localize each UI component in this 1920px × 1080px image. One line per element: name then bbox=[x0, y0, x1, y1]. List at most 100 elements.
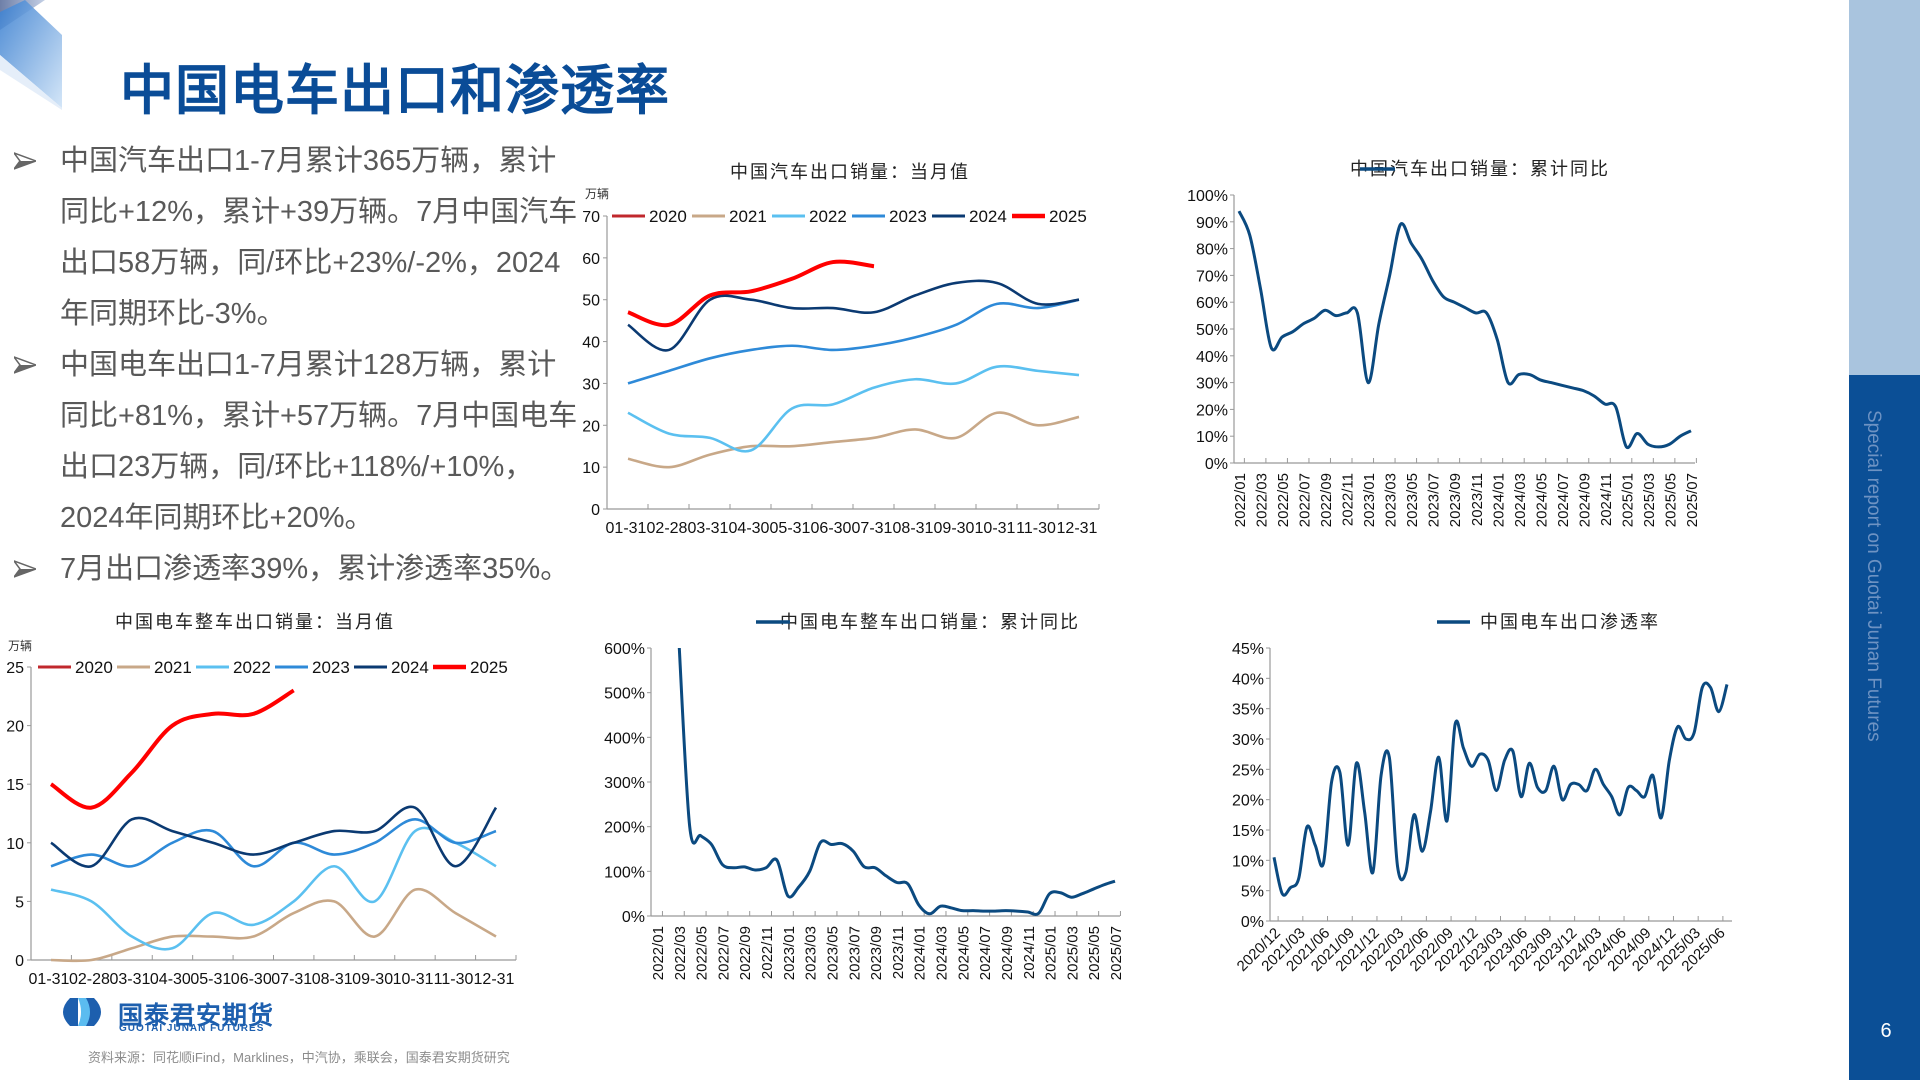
y-tick-label: 5 bbox=[15, 894, 24, 911]
x-tick-label: 2024/07 bbox=[977, 926, 994, 980]
series-line-2022 bbox=[627, 364, 1080, 453]
x-tick-label: 07-31 bbox=[271, 971, 312, 988]
x-tick-label: 2022/05 bbox=[1275, 473, 1292, 527]
chart-title: 中国电车整车出口销量：累计同比 bbox=[780, 612, 1080, 633]
legend-label-2024: 2024 bbox=[969, 207, 1007, 226]
legend-label-2023: 2023 bbox=[889, 207, 927, 226]
y-tick-label: 45% bbox=[1232, 641, 1264, 658]
x-tick-label: 2025/03 bbox=[1064, 926, 1081, 980]
legend-label-2021: 2021 bbox=[154, 658, 192, 677]
x-tick-label: 2022/07 bbox=[1297, 473, 1314, 527]
y-tick-label: 100% bbox=[1187, 188, 1228, 205]
series-line bbox=[1272, 681, 1729, 897]
x-tick-label: 02-28 bbox=[647, 520, 688, 537]
x-tick-label: 2025/01 bbox=[1043, 926, 1060, 980]
sidebar-band-top bbox=[1849, 0, 1920, 375]
x-tick-label: 08-31 bbox=[312, 971, 353, 988]
legend-label-2025: 2025 bbox=[470, 658, 508, 677]
x-tick-label: 2025/07 bbox=[1108, 926, 1125, 980]
y-tick-label: 10% bbox=[1232, 853, 1264, 870]
series-line-2025 bbox=[49, 688, 295, 810]
bullet-item: 7月出口渗透率39%，累计渗透率35%。 bbox=[14, 544, 584, 595]
x-tick-label: 2023/03 bbox=[803, 926, 820, 980]
logo-text-cn: 国泰君安期货 bbox=[118, 1001, 275, 1030]
x-tick-label: 02-28 bbox=[69, 971, 110, 988]
x-tick-label: 2022/11 bbox=[1340, 473, 1357, 526]
y-tick-label: 0% bbox=[622, 909, 645, 926]
y-tick-label: 20% bbox=[1196, 402, 1228, 419]
x-tick-label: 2025/01 bbox=[1619, 473, 1636, 527]
x-tick-label: 2022/09 bbox=[737, 926, 754, 980]
series-line-2021 bbox=[627, 411, 1080, 469]
series-line bbox=[1237, 210, 1692, 450]
page-title: 中国电车出口和渗透率 bbox=[120, 59, 670, 122]
series-line-2025 bbox=[627, 259, 875, 328]
arrow-bullet-icon bbox=[14, 356, 36, 374]
y-tick-label: 30% bbox=[1196, 376, 1228, 393]
x-tick-label: 2024/09 bbox=[1576, 473, 1593, 527]
x-tick-label: 05-31 bbox=[770, 520, 811, 537]
y-tick-label: 600% bbox=[604, 641, 645, 658]
x-tick-label: 2024/05 bbox=[955, 926, 972, 980]
x-tick-label: 2022/09 bbox=[1318, 473, 1335, 527]
legend-label-2021: 2021 bbox=[729, 207, 767, 226]
x-tick-label: 05-31 bbox=[190, 971, 231, 988]
x-tick-label: 2024/09 bbox=[999, 926, 1016, 980]
y-tick-label: 200% bbox=[604, 820, 645, 837]
arrow-bullet-icon bbox=[14, 560, 36, 578]
series-line bbox=[677, 648, 1116, 916]
corner-decoration bbox=[0, 0, 62, 110]
y-tick-label: 40% bbox=[1232, 671, 1264, 688]
x-tick-label: 2024/07 bbox=[1555, 473, 1572, 527]
legend-label-2024: 2024 bbox=[391, 658, 429, 677]
company-logo-icon bbox=[63, 998, 101, 1026]
y-tick-label: 50% bbox=[1196, 322, 1228, 339]
x-tick-label: 12-31 bbox=[474, 971, 515, 988]
x-tick-label: 2024/03 bbox=[934, 926, 951, 980]
source-note: 资料来源：同花顺iFind，Marklines，中汽协，乘联会，国泰君安期货研究 bbox=[88, 1050, 510, 1065]
x-tick-label: 2022/03 bbox=[672, 926, 689, 980]
x-tick-label: 2022/05 bbox=[694, 926, 711, 980]
sidebar-band-bottom bbox=[1849, 375, 1920, 1080]
x-tick-label: 2023/11 bbox=[890, 926, 907, 979]
y-tick-label: 300% bbox=[604, 775, 645, 792]
series-line-2024 bbox=[627, 279, 1080, 352]
bullet-item: 中国汽车出口1-7月累计365万辆，累计同比+12%，累计+39万辆。7月中国汽… bbox=[14, 136, 584, 340]
x-tick-label: 2023/07 bbox=[1426, 473, 1443, 527]
series-line-2023 bbox=[50, 818, 497, 868]
y-tick-label: 70% bbox=[1196, 268, 1228, 285]
y-tick-label: 90% bbox=[1196, 215, 1228, 232]
x-tick-label: 01-31 bbox=[29, 971, 70, 988]
y-tick-label: 30% bbox=[1232, 732, 1264, 749]
x-tick-label: 12-31 bbox=[1057, 520, 1098, 537]
y-tick-label: 40 bbox=[582, 335, 600, 352]
x-tick-label: 2024/01 bbox=[912, 926, 929, 980]
y-tick-label: 35% bbox=[1232, 702, 1264, 719]
x-tick-label: 03-31 bbox=[109, 971, 150, 988]
y-tick-label: 0 bbox=[591, 502, 600, 519]
y-tick-label: 10 bbox=[6, 836, 24, 853]
legend-label-2025: 2025 bbox=[1049, 207, 1087, 226]
chart-title: 中国汽车出口销量：当月值 bbox=[730, 162, 970, 183]
x-tick-label: 09-30 bbox=[352, 971, 393, 988]
sidebar-text: Special report on Guotai Junan Futures bbox=[1863, 410, 1884, 742]
y-tick-label: 20% bbox=[1232, 793, 1264, 810]
y-tick-label: 15 bbox=[6, 777, 24, 794]
chart-5: 中国电车出口渗透率0%5%10%15%20%25%30%35%40%45%202… bbox=[1232, 612, 1732, 975]
y-tick-label: 0% bbox=[1205, 456, 1228, 473]
y-tick-label: 30 bbox=[582, 376, 600, 393]
x-tick-label: 2023/11 bbox=[1469, 473, 1486, 526]
x-tick-label: 10-31 bbox=[975, 520, 1016, 537]
bullet-item: 中国电车出口1-7月累计128万辆，累计同比+81%，累计+57万辆。7月中国电… bbox=[14, 340, 584, 544]
x-tick-label: 2023/05 bbox=[1404, 473, 1421, 527]
y-axis-unit: 万辆 bbox=[8, 639, 32, 653]
x-tick-label: 2023/09 bbox=[1447, 473, 1464, 527]
x-tick-label: 2025/05 bbox=[1662, 473, 1679, 527]
x-tick-label: 2024/11 bbox=[1598, 473, 1615, 526]
arrow-bullet-icon bbox=[14, 152, 36, 170]
legend-label-2023: 2023 bbox=[312, 658, 350, 677]
y-tick-label: 5% bbox=[1241, 884, 1264, 901]
y-tick-label: 60 bbox=[582, 251, 600, 268]
